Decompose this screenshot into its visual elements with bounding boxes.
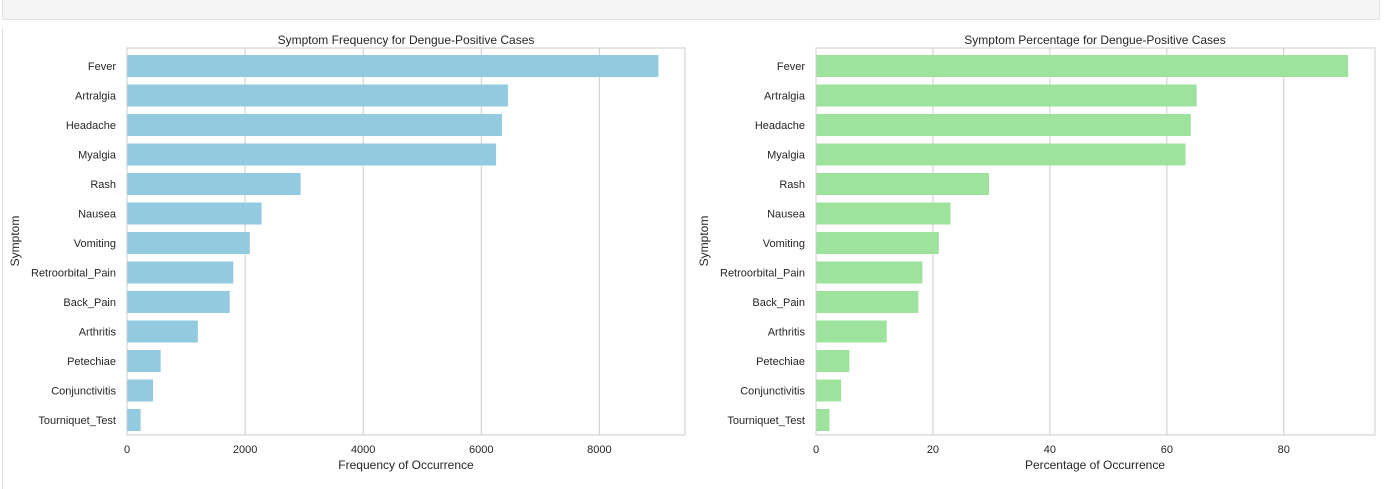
chart-percentage-x-tick-label: 60 <box>1161 444 1173 456</box>
chart-frequency-x-tick-label: 6000 <box>469 444 493 456</box>
chart-frequency-bar-nausea <box>127 202 262 225</box>
chart-percentage-x-tick-label: 80 <box>1278 444 1290 456</box>
chart-frequency-y-axis-label: Symptom <box>8 216 22 267</box>
chart-frequency-x-tick-label: 2000 <box>233 444 257 456</box>
chart-frequency-y-tick-label: Artralgia <box>75 91 117 103</box>
chart-percentage-bar-nausea <box>816 202 951 225</box>
chart-percentage-bar-artralgia <box>816 84 1197 107</box>
chart-percentage: Symptom Percentage for Dengue-Positive C… <box>697 33 1376 472</box>
chart-percentage-bar-fever <box>816 55 1349 77</box>
chart-percentage-x-tick-labels: 0 20 40 60 80 <box>813 444 1290 456</box>
chart-percentage-title: Symptom Percentage for Dengue-Positive C… <box>964 33 1225 47</box>
chart-frequency-bar-myalgia <box>127 143 497 166</box>
chart-frequency-bar-fever <box>127 55 659 77</box>
chart-frequency-bar-artralgia <box>127 84 508 107</box>
chart-frequency-bars <box>127 55 659 431</box>
chart-percentage-bars <box>816 55 1349 431</box>
chart-frequency-y-tick-label: Tourniquet_Test <box>38 415 116 427</box>
chart-frequency-y-tick-labels: Fever Artralgia Headache Myalgia Rash Nausea V… <box>31 61 117 427</box>
chart-frequency-x-tick-label: 0 <box>124 444 130 456</box>
chart-frequency-bar-vomiting <box>127 232 250 254</box>
chart-percentage-y-tick-label: Tourniquet_Test <box>727 415 805 427</box>
chart-percentage-y-axis-label: Symptom <box>697 216 711 267</box>
chart-percentage-bar-tourniquet-test <box>816 409 830 431</box>
chart-frequency: Symptom Frequency for Dengue-Positive Ca… <box>8 33 686 472</box>
chart-frequency-x-tick-label: 8000 <box>587 444 611 456</box>
chart-percentage-y-tick-label: Nausea <box>767 209 806 221</box>
chart-frequency-title: Symptom Frequency for Dengue-Positive Ca… <box>278 33 535 47</box>
chart-frequency-plot-frame <box>126 47 686 436</box>
chart-frequency-bar-back-pain <box>127 291 230 313</box>
chart-frequency-y-tick-label: Conjunctivitis <box>51 386 116 398</box>
chart-percentage-y-tick-label: Rash <box>779 179 805 191</box>
chart-percentage-plot-frame <box>815 47 1376 436</box>
chart-percentage-y-tick-label: Headache <box>755 120 805 132</box>
chart-percentage-x-axis-label: Percentage of Occurrence <box>1025 458 1165 472</box>
chart-frequency-grid <box>244 48 600 435</box>
chart-frequency-y-tick-label: Headache <box>66 120 116 132</box>
chart-percentage-bar-arthritis <box>816 320 887 343</box>
chart-percentage-y-tick-label: Conjunctivitis <box>740 386 805 398</box>
chart-percentage-bar-back-pain <box>816 291 919 313</box>
chart-frequency-bar-arthritis <box>127 320 198 343</box>
chart-percentage-y-tick-label: Retroorbital_Pain <box>720 268 805 280</box>
chart-percentage-y-tick-label: Vomiting <box>763 238 805 250</box>
chart-frequency-bar-petechiae <box>127 350 161 372</box>
chart-percentage-bar-conjunctivitis <box>816 379 842 402</box>
chart-frequency-y-tick-label: Petechiae <box>67 356 116 368</box>
chart-percentage-y-tick-label: Petechiae <box>756 356 805 368</box>
chart-percentage-y-tick-label: Back_Pain <box>752 297 805 309</box>
chart-frequency-y-tick-label: Rash <box>90 179 116 191</box>
chart-frequency-y-tick-label: Back_Pain <box>63 297 116 309</box>
chart-frequency-bar-headache <box>127 114 502 136</box>
chart-frequency-bar-conjunctivitis <box>127 379 153 402</box>
chart-percentage-bar-rash <box>816 173 990 195</box>
chart-frequency-x-axis-label: Frequency of Occurrence <box>338 458 474 472</box>
chart-frequency-x-tick-labels: 0 2000 4000 6000 8000 <box>124 444 612 456</box>
chart-percentage-y-tick-label: Artralgia <box>764 91 806 103</box>
chart-percentage-y-tick-label: Fever <box>777 61 805 73</box>
chart-frequency-y-tick-label: Arthritis <box>79 327 117 339</box>
chart-percentage-bar-myalgia <box>816 143 1186 166</box>
notebook-toolbar <box>2 0 1380 20</box>
cell-output-area <box>2 27 1384 489</box>
chart-percentage-x-tick-label: 40 <box>1044 444 1056 456</box>
chart-frequency-y-tick-label: Vomiting <box>74 238 116 250</box>
chart-percentage-bar-vomiting <box>816 232 939 254</box>
chart-frequency-bar-tourniquet-test <box>127 409 141 431</box>
chart-percentage-y-tick-label: Arthritis <box>768 327 806 339</box>
chart-percentage-bar-headache <box>816 114 1191 136</box>
chart-percentage-x-tick-label: 0 <box>813 444 819 456</box>
chart-percentage-bar-petechiae <box>816 350 850 372</box>
chart-frequency-x-tick-label: 4000 <box>351 444 375 456</box>
chart-frequency-y-tick-label: Myalgia <box>78 150 117 162</box>
chart-percentage-x-tick-label: 20 <box>927 444 939 456</box>
chart-frequency-y-tick-label: Nausea <box>78 209 117 221</box>
chart-frequency-bar-retroorbital-pain <box>127 261 234 284</box>
chart-frequency-y-tick-label: Fever <box>88 61 116 73</box>
chart-percentage-bar-retroorbital-pain <box>816 261 923 284</box>
chart-percentage-y-tick-label: Myalgia <box>767 150 806 162</box>
chart-frequency-bar-rash <box>127 173 301 195</box>
chart-percentage-y-tick-labels: Fever Artralgia Headache Myalgia Rash Nausea V… <box>720 61 806 427</box>
chart-frequency-y-tick-label: Retroorbital_Pain <box>31 268 116 280</box>
